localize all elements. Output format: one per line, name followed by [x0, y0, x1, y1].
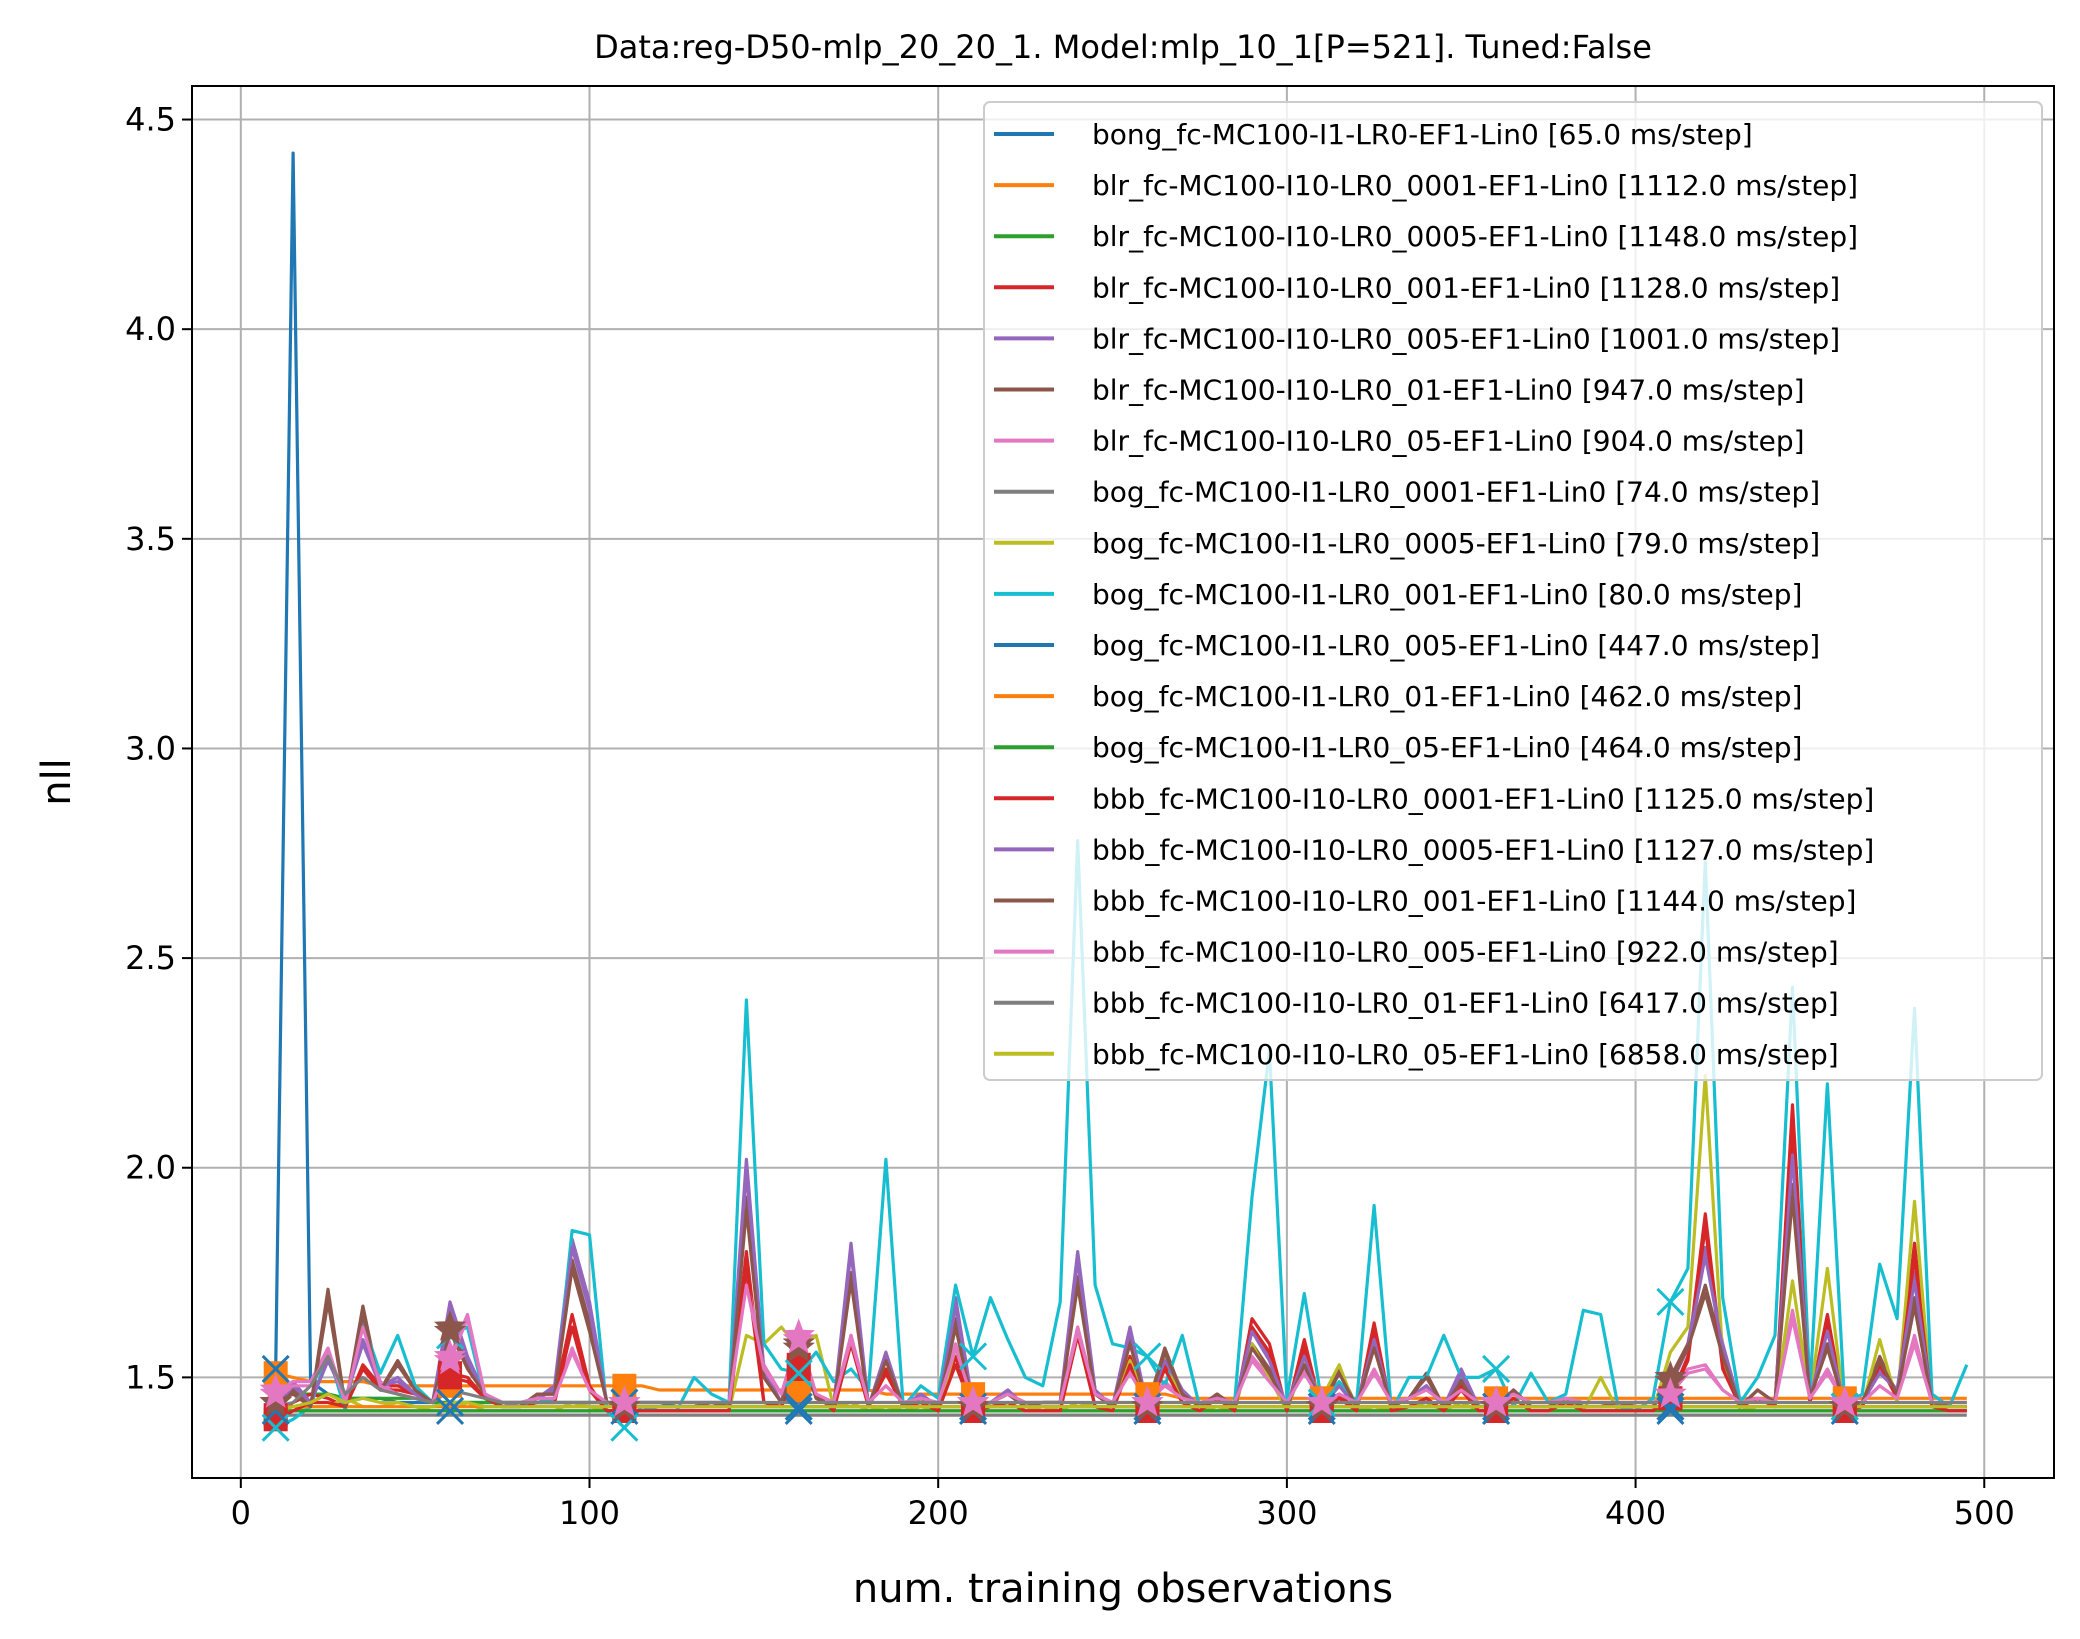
ticks: 0 100 200 300 400 500 1.5 2.0 2.5 3.0 3.5 4.0 4.5 [125, 101, 2015, 1532]
legend-label: bog_fc-MC100-I1-LR0_0005-EF1-Lin0 [79.0 … [1092, 527, 1820, 560]
x-tick-label: 500 [1954, 1494, 2015, 1532]
legend-label: bbb_fc-MC100-I10-LR0_005-EF1-Lin0 [922.0… [1092, 936, 1839, 969]
star-marker [433, 1314, 467, 1345]
square-marker [786, 1356, 811, 1381]
legend-label: bog_fc-MC100-I1-LR0_001-EF1-Lin0 [80.0 m… [1092, 578, 1802, 611]
legend-label: blr_fc-MC100-I10-LR0_01-EF1-Lin0 [947.0 … [1092, 374, 1805, 407]
legend-label: blr_fc-MC100-I10-LR0_0005-EF1-Lin0 [1148… [1092, 220, 1858, 253]
y-tick-label: 3.5 [125, 520, 176, 558]
legend-label: bong_fc-MC100-I1-LR0-EF1-Lin0 [65.0 ms/s… [1092, 118, 1753, 151]
legend-label: bbb_fc-MC100-I10-LR0_01-EF1-Lin0 [6417.0… [1092, 987, 1839, 1020]
y-tick-label: 2.0 [125, 1149, 176, 1187]
legend-label: blr_fc-MC100-I10-LR0_0001-EF1-Lin0 [1112… [1092, 169, 1858, 202]
x-tick-label: 100 [559, 1494, 620, 1532]
star-marker [608, 1385, 641, 1417]
legend-label: bbb_fc-MC100-I10-LR0_0005-EF1-Lin0 [1127… [1092, 833, 1874, 866]
y-axis-label: nll [34, 758, 80, 806]
x-marker [1482, 1354, 1511, 1384]
y-tick-label: 4.0 [125, 310, 176, 348]
plot-frame [191, 85, 2055, 1479]
legend-label: bog_fc-MC100-I1-LR0_01-EF1-Lin0 [462.0 m… [1092, 680, 1802, 713]
series-line [275, 1354, 1967, 1409]
star-marker [956, 1385, 990, 1417]
legend-label: blr_fc-MC100-I10-LR0_05-EF1-Lin0 [904.0 … [1092, 425, 1805, 458]
x-marker [784, 1359, 813, 1388]
y-tick-label: 1.5 [125, 1358, 176, 1396]
x-tick-label: 0 [231, 1494, 251, 1532]
x-tick-label: 300 [1256, 1494, 1317, 1532]
legend-label: bog_fc-MC100-I1-LR0_05-EF1-Lin0 [464.0 m… [1092, 731, 1802, 764]
x-marker [435, 1388, 465, 1417]
star-marker [1305, 1385, 1338, 1417]
series-line [275, 1195, 1967, 1409]
star-marker [1479, 1385, 1513, 1417]
star-marker [1654, 1377, 1687, 1408]
legend-label: bog_fc-MC100-I1-LR0_0001-EF1-Lin0 [74.0 … [1092, 476, 1820, 509]
star-marker [1131, 1385, 1164, 1417]
y-tick-label: 3.0 [125, 729, 176, 767]
x-marker [959, 1342, 988, 1371]
x-tick-label: 400 [1605, 1494, 1666, 1532]
x-axis-label: num. training observations [853, 1566, 1393, 1612]
legend-label: bbb_fc-MC100-I10-LR0_05-EF1-Lin0 [6858.0… [1092, 1038, 1839, 1071]
y-tick-label: 2.5 [125, 939, 176, 977]
star-marker [1828, 1385, 1861, 1417]
x-marker [1656, 1396, 1685, 1425]
x-marker [784, 1396, 813, 1425]
x-tick-label: 200 [908, 1494, 969, 1532]
legend-box [983, 101, 2043, 1081]
legend-label: blr_fc-MC100-I10-LR0_005-EF1-Lin0 [1001.… [1092, 322, 1840, 355]
x-marker [435, 1396, 465, 1425]
x-marker [1656, 1392, 1685, 1421]
star-marker [782, 1322, 815, 1354]
star-marker [433, 1343, 467, 1375]
legend-label: bbb_fc-MC100-I10-LR0_0001-EF1-Lin0 [1125… [1092, 782, 1874, 815]
chart-title: Data:reg-D50-mlp_20_20_1. Model:mlp_10_1… [594, 28, 1652, 66]
x-marker [261, 1354, 290, 1384]
legend: bong_fc-MC100-I1-LR0-EF1-Lin0 [65.0 ms/s… [983, 101, 2043, 1081]
legend-label: bbb_fc-MC100-I10-LR0_001-EF1-Lin0 [1144.… [1092, 885, 1856, 918]
x-marker [784, 1392, 813, 1421]
legend-label: blr_fc-MC100-I10-LR0_001-EF1-Lin0 [1128.… [1092, 271, 1840, 304]
star-marker [259, 1377, 292, 1408]
legend-label: bog_fc-MC100-I1-LR0_005-EF1-Lin0 [447.0 … [1092, 629, 1820, 662]
x-marker [1656, 1287, 1685, 1316]
y-tick-label: 4.5 [125, 101, 176, 139]
series-line [275, 1392, 1967, 1413]
x-marker [1133, 1342, 1162, 1371]
marker-layer [259, 1287, 1861, 1442]
